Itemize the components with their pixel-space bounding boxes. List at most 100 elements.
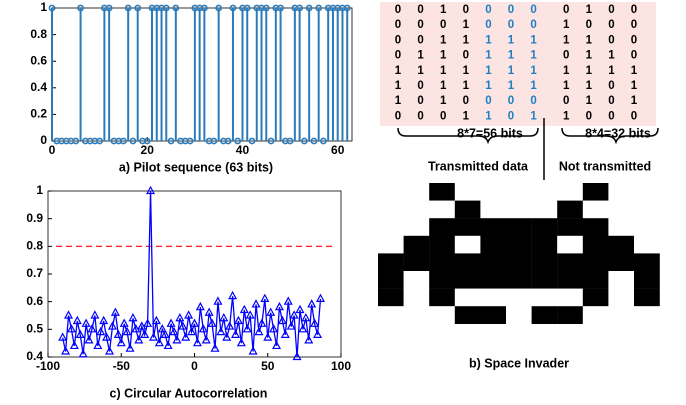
x-tick-label: 40 [236, 143, 250, 157]
bit: 0 [440, 110, 446, 122]
bit: 0 [631, 50, 637, 62]
triangle-marker [198, 324, 208, 333]
image-caption: b) Space Invader [469, 356, 569, 370]
x-tick-label: 0 [191, 359, 198, 373]
triangle-marker [154, 337, 164, 347]
triangle-marker [213, 296, 223, 305]
y-tick-label: 0 [40, 133, 47, 147]
bit: 1 [563, 80, 570, 92]
pixel [506, 235, 532, 254]
stem-marker [48, 4, 56, 12]
triangle-marker [116, 337, 126, 347]
bit: 1 [530, 65, 537, 77]
pixel [454, 235, 481, 254]
triangle-marker [169, 326, 179, 336]
pixel [531, 253, 558, 272]
stem-marker [286, 137, 294, 145]
bit: 0 [417, 34, 423, 46]
bit: 0 [395, 50, 401, 62]
pixel [557, 218, 583, 236]
pixel [506, 183, 532, 201]
bit: 1 [395, 95, 402, 107]
stem-marker [343, 4, 351, 12]
bit: 1 [586, 34, 593, 46]
triangle-marker [58, 332, 68, 341]
stem-marker [267, 137, 275, 145]
bit: 1 [586, 65, 593, 77]
bit: 0 [463, 95, 469, 107]
stem-marker [124, 4, 132, 12]
triangle-marker [207, 318, 217, 327]
bit: 0 [395, 110, 401, 122]
triangle-marker [289, 310, 299, 319]
pixel [403, 306, 430, 324]
bit: 1 [508, 50, 515, 62]
triangle-marker [313, 329, 323, 338]
y-tick-label: 0.7 [26, 266, 43, 280]
bit: 0 [417, 4, 423, 16]
line-series [62, 190, 322, 358]
bit: 1 [563, 65, 570, 77]
triangle-marker [269, 324, 279, 333]
triangle-marker [163, 340, 173, 350]
bit: 1 [586, 50, 593, 62]
triangle-marker [181, 332, 191, 341]
pixel [557, 288, 583, 307]
pixel [608, 306, 635, 324]
bit: 0 [485, 95, 491, 107]
stem-marker [134, 4, 142, 12]
pixel [506, 253, 532, 272]
pixel [454, 288, 481, 307]
bit: 1 [586, 4, 593, 16]
bit: 1 [440, 95, 447, 107]
pixel [506, 271, 532, 289]
triangle-marker [286, 321, 296, 330]
triangle-marker [69, 340, 79, 350]
triangle-marker [280, 329, 290, 338]
triangle-marker [105, 346, 115, 355]
bit: 1 [395, 80, 402, 92]
stem-marker [305, 4, 313, 12]
bit: 1 [530, 50, 537, 62]
bit: 1 [395, 65, 402, 77]
triangle-marker [148, 332, 158, 341]
pixel [403, 218, 430, 236]
pixel [378, 306, 404, 324]
stem-marker [248, 137, 256, 145]
pixel [403, 200, 430, 219]
pixel [403, 235, 430, 254]
pixel [429, 218, 455, 236]
bit: 0 [586, 19, 592, 31]
triangle-marker [257, 318, 267, 327]
x-tick-label: -50 [113, 359, 131, 373]
bit: 0 [417, 19, 423, 31]
bit: 1 [417, 65, 424, 77]
stem-marker [262, 4, 270, 12]
triangle-marker [266, 307, 276, 316]
y-tick-label: 0.4 [30, 80, 47, 94]
bit: 0 [530, 95, 536, 107]
brace [561, 127, 659, 145]
pixel [557, 306, 583, 324]
y-tick-label: 0.6 [30, 53, 47, 67]
pixel [429, 306, 455, 324]
stem-marker [320, 137, 327, 145]
bit: 0 [395, 4, 401, 16]
bit: 0 [608, 19, 614, 31]
stem-marker [215, 4, 223, 12]
pixel [582, 288, 609, 307]
triangle-marker [140, 329, 150, 338]
pixel [557, 235, 583, 254]
bit: 0 [463, 50, 469, 62]
bit: 0 [608, 110, 614, 122]
triangle-marker [192, 337, 202, 347]
stem-marker [172, 4, 180, 12]
pixel [480, 200, 507, 219]
triangle-marker [228, 290, 238, 300]
pixel [557, 253, 583, 272]
triangle-marker [301, 313, 311, 322]
stem-marker [143, 137, 151, 145]
bit: 1 [508, 80, 515, 92]
bit: 0 [563, 95, 569, 107]
